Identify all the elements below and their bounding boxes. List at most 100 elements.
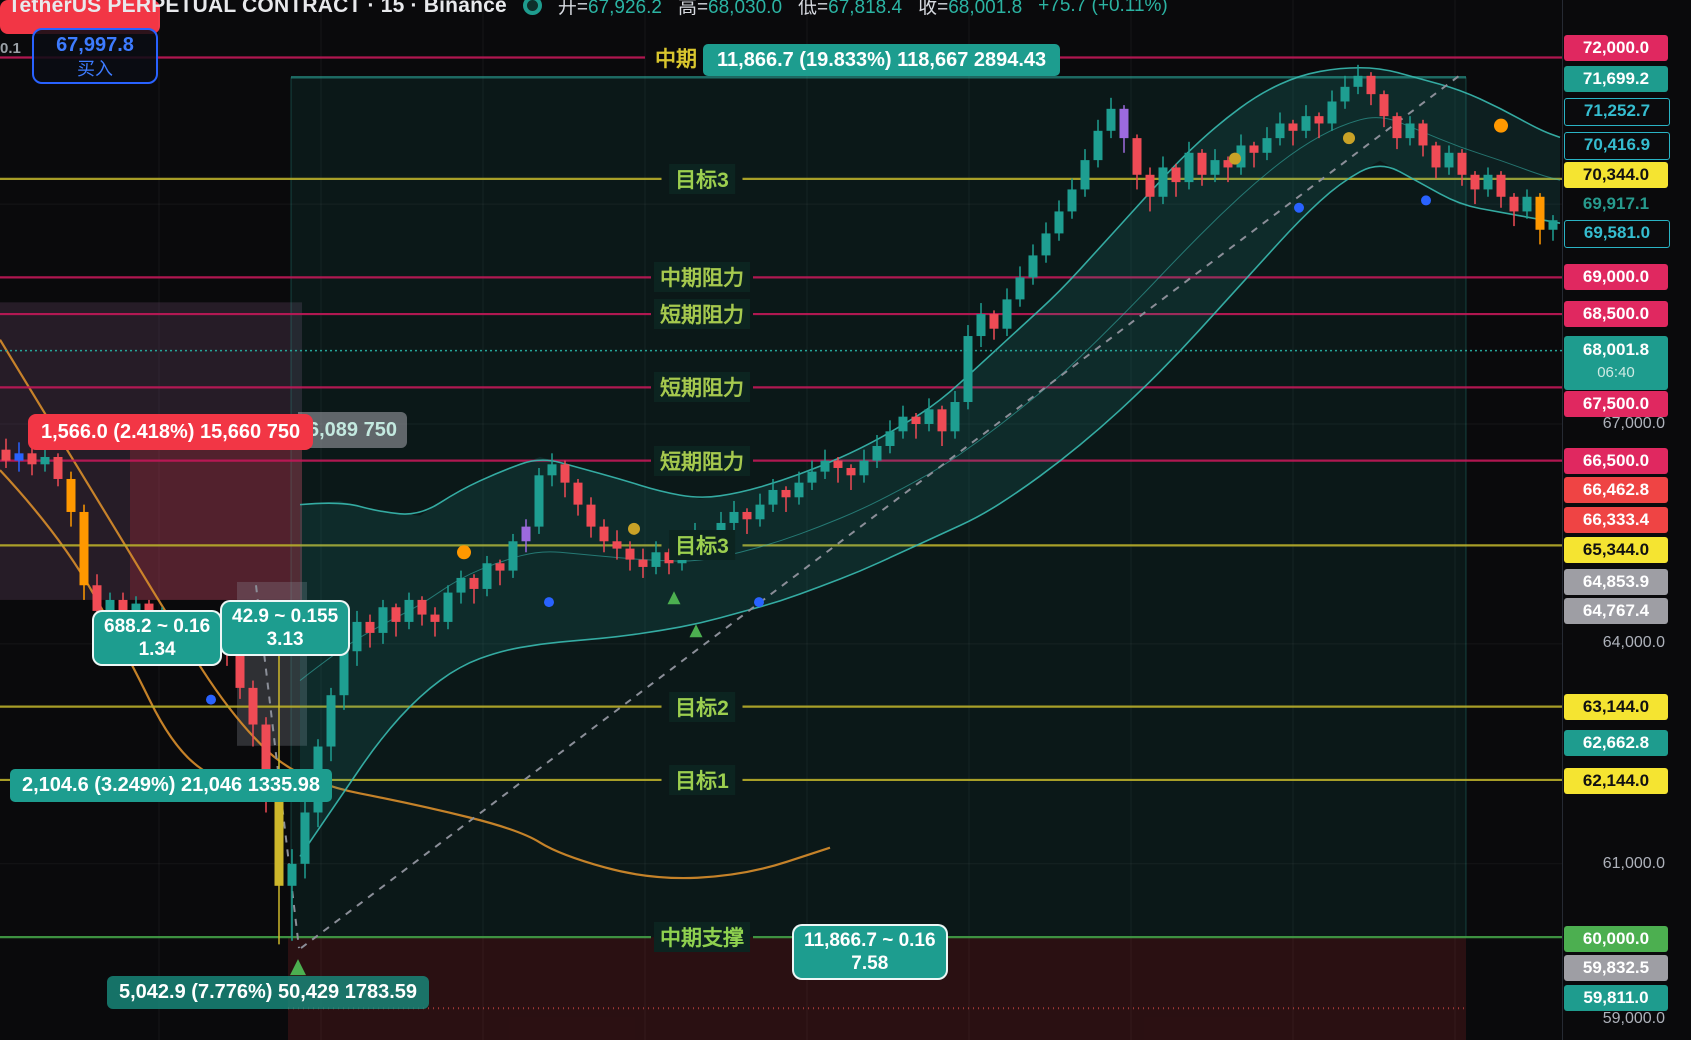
candle (79, 504, 89, 600)
candle (417, 596, 427, 626)
candle (391, 603, 401, 637)
signal-dot (1421, 195, 1431, 206)
level-label-target: 目标2 (669, 691, 735, 722)
candle (1301, 105, 1311, 139)
price-level-chip: 65,344.0 (1564, 537, 1668, 563)
level-label-resistance: 短期阻力 (654, 372, 750, 403)
price-level-chip: 68,500.0 (1564, 301, 1668, 327)
axis-tick-label: 64,000.0 (1602, 634, 1665, 651)
candle (1366, 72, 1376, 106)
price-level-chip: 69,581.0 (1564, 220, 1670, 248)
candle (586, 497, 596, 538)
drop-stat-label: 1,566.0 (2.418%) 15,660 750 (28, 414, 314, 450)
candle (1522, 189, 1532, 219)
candle (1, 438, 11, 468)
symbol-title[interactable]: TetherUS PERPETUAL CONTRACT · 15 · Binan… (8, 0, 507, 17)
candle (456, 570, 466, 604)
candle (1392, 112, 1402, 150)
signal-dot (206, 694, 216, 705)
price-level-chip: 62,144.0 (1564, 768, 1668, 794)
candle (1132, 134, 1142, 190)
candle (66, 471, 76, 527)
level-label-target: 目标3 (669, 530, 735, 561)
rally-stat-label: 2,104.6 (3.249%) 21,046 1335.98 (10, 769, 333, 802)
candle (1041, 222, 1051, 263)
price-level-chip: 71,699.2 (1564, 66, 1668, 92)
candle (495, 559, 505, 586)
long-position-region[interactable] (291, 77, 1466, 938)
candle (378, 599, 388, 644)
candle (248, 680, 258, 747)
price-level-chip: 64,853.9 (1564, 569, 1668, 595)
candle (872, 434, 882, 468)
candle (1223, 156, 1233, 183)
price-level-chip: 67,500.0 (1564, 391, 1668, 417)
candle (820, 449, 830, 479)
price-level-chip: 64,767.4 (1564, 598, 1668, 624)
plot-area[interactable] (0, 0, 1562, 1040)
candle (989, 310, 999, 340)
candle (1405, 116, 1415, 146)
candle (664, 548, 674, 575)
price-scale[interactable]: 67,000.0 64,000.0 61,000.0 59,000.0 72,000.0… (1562, 0, 1691, 1040)
candle (1145, 167, 1155, 212)
candle (1197, 149, 1207, 186)
ohlc-open: 开=67,926.2 (557, 0, 662, 18)
candle (885, 420, 895, 454)
signal-dot (1343, 132, 1355, 145)
level-label-target: 目标3 (669, 163, 735, 194)
level-label-resistance: 中期阻力 (654, 262, 750, 293)
candle (1236, 134, 1246, 175)
candle (859, 449, 869, 483)
candle (1106, 97, 1116, 139)
candle (40, 449, 50, 472)
candle (833, 456, 843, 483)
candle (1119, 105, 1129, 153)
candle (1535, 193, 1545, 245)
candle (1496, 171, 1506, 208)
crash-stat-label: 5,042.9 (7.776%) 50,429 1783.59 (107, 976, 430, 1009)
candle (1483, 167, 1493, 197)
dashed-trendline[interactable] (300, 72, 1463, 949)
candle (430, 607, 440, 637)
candle (1028, 244, 1038, 285)
candle (612, 530, 622, 560)
candle (14, 442, 24, 472)
candle (1470, 171, 1480, 205)
candle (625, 541, 635, 571)
current-price-chip: 68,001.8 06:40 (1564, 336, 1668, 390)
candle (560, 460, 570, 498)
left-scale-fragment: 0.1 (0, 40, 21, 57)
risk-reward-box-b[interactable]: 42.9 ~ 0.155 3.13 (220, 600, 351, 656)
candle (1093, 119, 1103, 168)
candle (794, 471, 804, 505)
candle (1353, 64, 1363, 95)
price-level-chip: 71,252.7 (1564, 98, 1670, 126)
candle (937, 405, 947, 446)
candle (1080, 149, 1090, 197)
candle (755, 493, 765, 527)
price-level-chip: 69,917.1 (1582, 194, 1650, 213)
candle (742, 508, 752, 534)
level-label-target: 目标1 (669, 764, 735, 795)
candle (1054, 200, 1064, 241)
candle (807, 460, 817, 490)
band-upper-line (299, 66, 1561, 515)
candle (1288, 119, 1298, 146)
candle (1171, 163, 1181, 197)
price-level-chip: 59,832.5 (1564, 955, 1668, 981)
price-level-chip: 66,462.8 (1564, 477, 1668, 503)
candle (924, 398, 934, 432)
candle (573, 478, 583, 516)
left-supply-zone[interactable] (0, 302, 302, 600)
risk-reward-box-a[interactable]: 688.2 ~ 0.16 1.34 (92, 610, 223, 666)
candle (1431, 141, 1441, 179)
candle (781, 486, 791, 512)
candle (365, 614, 375, 648)
price-level-chip: 59,811.0 (1564, 985, 1668, 1011)
volatility-band-fill (300, 67, 1560, 857)
support-target-box[interactable]: 11,866.7 ~ 0.16 7.58 (792, 924, 948, 980)
buy-button[interactable]: 67,997.8 买入 (32, 28, 158, 84)
